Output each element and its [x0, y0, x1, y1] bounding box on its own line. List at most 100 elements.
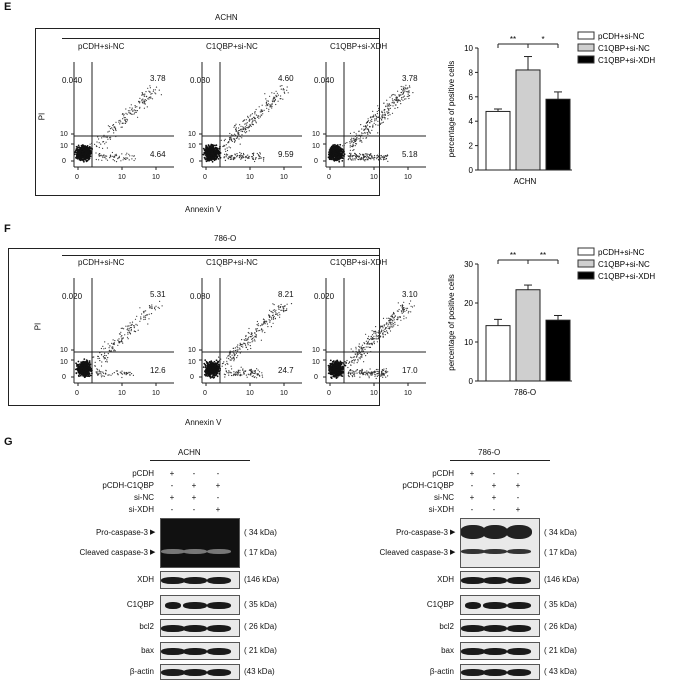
scatter-dot — [234, 139, 236, 141]
scatter-dot — [135, 111, 137, 113]
scatter-dot — [393, 99, 396, 101]
scatter-dot — [147, 87, 149, 89]
scatter-dot — [242, 344, 244, 346]
scatter-dot — [383, 109, 385, 111]
scatter-dot — [111, 348, 113, 350]
scatter-dot — [399, 100, 401, 102]
scatter-dot — [232, 138, 234, 140]
scatter-dot — [142, 98, 144, 100]
scatter-dot — [272, 322, 274, 324]
scatter-dot — [376, 116, 378, 118]
scatter-dot — [349, 132, 352, 134]
scatter-dot — [113, 342, 115, 344]
scatter-dot — [150, 313, 153, 315]
scatter-dot — [373, 159, 375, 161]
scatter-dot — [216, 365, 219, 368]
scatter-dot — [78, 155, 81, 158]
scatter-dot — [149, 306, 151, 308]
scatter-dot — [367, 118, 369, 120]
scatter-dot — [239, 136, 241, 138]
scatter-dot — [392, 326, 394, 328]
scatter-dot — [269, 106, 271, 108]
scatter-dot — [372, 110, 374, 112]
scatter-dot — [143, 94, 145, 96]
scatter-dot — [109, 128, 112, 130]
scatter-dot — [383, 102, 385, 104]
scatter-dot — [238, 129, 241, 131]
scatter-dot — [329, 148, 332, 151]
scatter-dot — [113, 155, 115, 157]
scatter-dot — [376, 155, 378, 157]
scatter-dot — [270, 310, 272, 313]
scatter-dot — [250, 125, 252, 127]
scatter-dot — [262, 323, 264, 325]
scatter-dot — [377, 105, 379, 107]
scatter-dot — [111, 373, 114, 375]
scatter-dot — [353, 137, 355, 139]
scatter-dot — [251, 370, 253, 373]
scatter-dot — [126, 152, 128, 154]
scatter-dot — [379, 327, 381, 329]
scatter-dot — [209, 361, 211, 364]
scatter-dot — [238, 155, 240, 157]
scatter-dot — [86, 373, 88, 376]
scatter-dot — [98, 357, 101, 359]
scatter-dot — [352, 356, 354, 358]
scatter-dot — [104, 352, 106, 354]
scatter-dot — [363, 346, 365, 349]
scatter-dot — [351, 360, 353, 362]
scatter-dot — [383, 324, 385, 326]
scatter-dot — [126, 121, 128, 123]
scatter-dot — [388, 105, 390, 107]
scatter-dot — [367, 120, 369, 122]
scatter-dot — [341, 160, 344, 162]
scatter-dot — [397, 324, 399, 326]
scatter-dot — [83, 372, 86, 375]
scatter-dot — [249, 342, 251, 344]
scatter-dot — [258, 371, 261, 373]
scatter-dot — [239, 343, 241, 345]
scatter-dot — [137, 329, 139, 331]
quadrant-value-upper-right: 3.78 — [150, 74, 166, 83]
scatter-dot — [379, 114, 381, 116]
scatter-dot — [401, 312, 403, 314]
scatter-dot — [371, 156, 373, 158]
scatter-dot — [109, 350, 111, 352]
scatter-dot — [255, 122, 257, 124]
scatter-dot — [85, 364, 87, 366]
scatter-dot — [257, 325, 259, 327]
scatter-dot — [231, 354, 233, 356]
scatter-dot — [213, 149, 216, 151]
scatter-dot — [234, 347, 236, 349]
scatter-dot — [240, 366, 242, 368]
scatter-dot — [105, 158, 107, 160]
scatter-dot — [224, 148, 226, 150]
scatter-dot — [104, 341, 106, 343]
scatter-dot — [123, 117, 125, 119]
scatter-dot — [230, 356, 232, 358]
scatter-dot — [410, 311, 412, 313]
scatter-dot — [208, 375, 211, 378]
panel-letter-f: F — [4, 223, 11, 235]
scatter-dot — [381, 115, 383, 117]
scatter-dot — [78, 375, 80, 378]
scatter-dot — [219, 369, 221, 372]
scatter-dot — [100, 143, 102, 145]
scatter-dot — [377, 156, 379, 158]
scatter-dot — [77, 365, 80, 368]
scatter-dot — [76, 149, 79, 152]
scatter-dot — [216, 148, 219, 150]
scatter-dot — [93, 356, 95, 358]
scatter-dot — [355, 356, 358, 358]
scatter-dot — [160, 94, 162, 96]
scatter-dot — [245, 156, 247, 158]
scatter-dot — [123, 122, 125, 124]
scatter-dot — [254, 160, 256, 163]
scatter-dot — [336, 366, 338, 368]
scatter-dot — [206, 373, 209, 375]
scatter-dot — [107, 138, 109, 140]
scatter-dot — [334, 143, 336, 146]
scatter-dot — [257, 323, 259, 325]
scatter-dot — [154, 89, 156, 91]
